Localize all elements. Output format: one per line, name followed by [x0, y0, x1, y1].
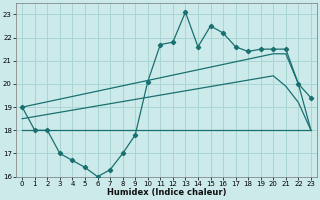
X-axis label: Humidex (Indice chaleur): Humidex (Indice chaleur)	[107, 188, 226, 197]
